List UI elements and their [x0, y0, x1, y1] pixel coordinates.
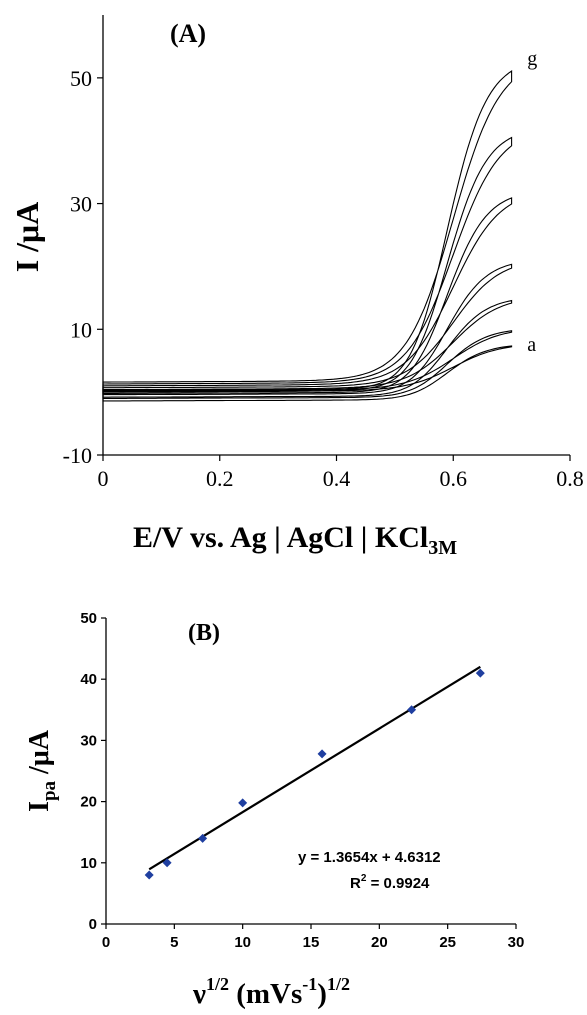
panel-b-y-tick-label: 10: [80, 855, 97, 872]
panel-a-x-label-main: E/V vs. Ag | AgCl | KCl: [133, 521, 428, 554]
panel-b-x-label-sup2: -1: [302, 974, 317, 994]
data-point: [317, 749, 327, 759]
panel-b-x-label: ν1/2 (mVs-1)1/2: [192, 974, 350, 1010]
data-point: [198, 833, 208, 843]
panel-a-x-label-subscript: 3M: [428, 537, 457, 559]
panel-a-y-tick-label: 50: [70, 66, 92, 91]
panel-b-y-label-main: I: [24, 801, 55, 812]
panel-b-x-label-end: ): [317, 978, 327, 1010]
panel-a-x-tick-label: 0.4: [323, 466, 351, 491]
panel-b-y-tick-label: 30: [80, 732, 97, 749]
panel-b-y-label-subscript: pa: [39, 780, 60, 801]
panel-b-x-tick-label: 20: [371, 934, 388, 951]
panel-a-x-tick-label: 0: [98, 466, 109, 491]
cv-curve-f: [102, 136, 513, 393]
cv-curve-g: [102, 70, 513, 391]
panel-b-x-tick-label: 15: [303, 934, 320, 951]
panel-b-y-label: Ipa /μA: [24, 729, 60, 812]
panel-a-y-tick-label: 30: [70, 192, 92, 217]
panel-b-x-tick-label: 5: [170, 934, 178, 951]
panel-b-y-tick-label: 50: [80, 610, 97, 627]
panel-b-x-label-nu: ν: [192, 978, 206, 1010]
panel-b-x-tick-label: 0: [102, 934, 110, 951]
fit-line: [148, 665, 481, 871]
data-point: [144, 870, 154, 880]
data-point: [238, 798, 248, 808]
data-point: [407, 705, 417, 715]
panel-b-y-label-unit: /μA: [24, 729, 55, 781]
panel-a-x-label: E/V vs. Ag | AgCl | KCl3M: [133, 521, 457, 559]
panel-a-y-tick-label: -10: [63, 443, 92, 468]
panel-b-x-tick-label: 10: [234, 934, 251, 951]
panel-b-x-label-mid: (mVs: [229, 978, 302, 1010]
panel-a-x-tick-label: 0.6: [440, 466, 468, 491]
panel-b: (B) 0 5 10 15 20 25 30 0 10 20 30 40 50 y = 1.3654x …: [24, 610, 524, 1010]
panel-b-x-label-sup1: 1/2: [206, 974, 229, 994]
cv-curve-d: [102, 263, 513, 396]
panel-b-equation: y = 1.3654x + 4.6312: [298, 849, 441, 866]
panel-b-x-label-sup3: 1/2: [327, 974, 350, 994]
cv-curve-c: [102, 299, 513, 398]
r2-superscript: 2: [361, 873, 367, 884]
panel-b-points: [144, 668, 485, 880]
panel-a-ticks: 0 0.2 0.4 0.6 0.8 -10 10 30 50: [63, 66, 584, 491]
panel-b-y-tick-label: 20: [80, 794, 97, 811]
panel-a-y-tick-label: 10: [70, 317, 92, 342]
panel-a-curves: [102, 70, 513, 402]
curve-label-a: a: [527, 334, 536, 356]
curve-label-g: g: [527, 48, 537, 70]
panel-b-label: (B): [188, 620, 220, 646]
panel-a-label: (A): [170, 19, 206, 48]
panel-b-y-tick-label: 0: [89, 916, 97, 933]
panel-a-x-tick-label: 0.2: [206, 466, 234, 491]
panel-b-fit: [148, 665, 481, 871]
panel-b-x-tick-label: 30: [508, 934, 525, 951]
r2-label: R: [350, 875, 361, 892]
cv-curve-e: [102, 197, 513, 394]
panel-a-curve-labels: ga: [527, 48, 537, 356]
panel-b-y-tick-label: 40: [80, 671, 97, 688]
panel-b-ticks: 0 5 10 15 20 25 30 0 10 20 30 40 50: [80, 610, 524, 951]
data-point: [475, 668, 485, 678]
panel-b-x-tick-label: 25: [439, 934, 456, 951]
panel-a-x-tick-label: 0.8: [556, 466, 584, 491]
panel-a-y-label: I /μA: [9, 202, 45, 273]
panel-b-r-squared: R2 = 0.9924: [350, 873, 430, 892]
r2-value: = 0.9924: [366, 875, 430, 892]
data-point: [162, 858, 172, 868]
